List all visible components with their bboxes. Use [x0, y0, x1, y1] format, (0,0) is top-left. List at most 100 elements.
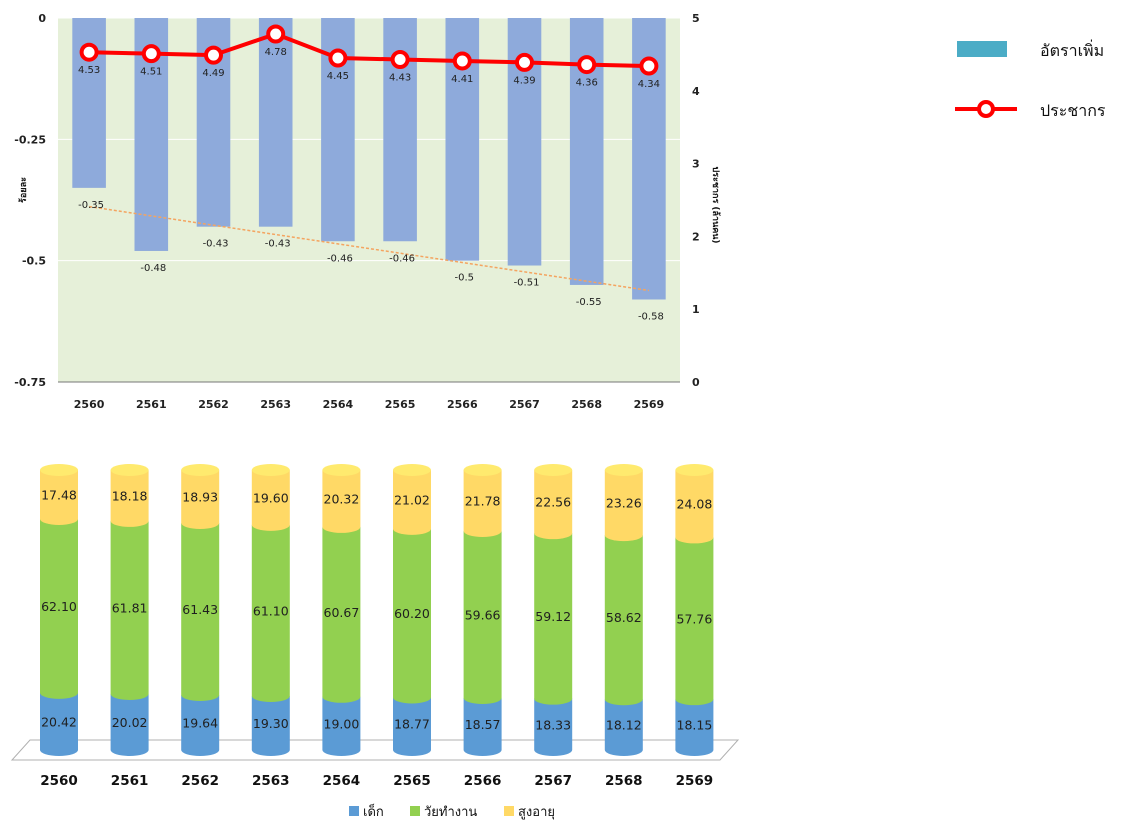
- segment-value-label: 18.57: [465, 717, 501, 732]
- x-tick-label: 2566: [447, 398, 478, 411]
- legend-label-elderly: สูงอายุ: [518, 805, 555, 820]
- cylinder-segment: [251, 470, 290, 531]
- year-label: 2568: [605, 773, 643, 789]
- cylinder-segment: [322, 526, 361, 703]
- cylinder-segment: [181, 695, 220, 756]
- population-markers: [79, 24, 659, 76]
- population-marker: [390, 49, 410, 69]
- x-tick-label: 2569: [634, 398, 665, 411]
- y-left-tick-label: -0.75: [14, 376, 46, 389]
- year-label: 2569: [676, 773, 714, 789]
- population-value-label: 4.45: [327, 71, 349, 82]
- y-right-tick-label: 0: [692, 376, 700, 389]
- top-legend: อัตราเพิ่ม ประชากร: [955, 39, 1106, 120]
- legend-label-working: วัยทำงาน: [424, 805, 477, 820]
- segment-value-label: 60.20: [394, 606, 430, 621]
- x-tick-label: 2561: [136, 398, 167, 411]
- cylinder-segment: [675, 699, 714, 756]
- y-axis-left-title: ร้อยละ: [18, 177, 29, 203]
- legend-label-population: ประชากร: [1040, 101, 1106, 120]
- segment-value-label: 59.66: [465, 607, 501, 622]
- cylinder-segment: [463, 530, 502, 705]
- population-value-label: 4.53: [78, 65, 100, 76]
- cylinder-cap: [604, 464, 643, 476]
- cylinder-segment: [181, 470, 220, 530]
- population-marker: [515, 52, 534, 72]
- cylinder-segment: [110, 520, 149, 700]
- legend-swatch-child: [349, 806, 359, 816]
- segment-value-label: 24.08: [677, 497, 713, 512]
- population-rate-chart: 4.53 4.51 4.49 4.78 4.45 4.43 4.41 4.39 4.36 4.34…: [14, 12, 1106, 411]
- population-marker: [204, 45, 223, 65]
- cylinder-segment: [251, 695, 290, 756]
- segment-value-label: 17.48: [41, 487, 77, 502]
- population-marker: [266, 24, 286, 44]
- x-tick-label: 2564: [323, 398, 354, 411]
- year-label: 2565: [393, 773, 431, 789]
- x-tick-label: 2565: [385, 398, 416, 411]
- x-axis-years: 2560 2561 2562 2563 2564 2565 2566 2567 2568 2569: [40, 773, 713, 789]
- bottom-legend: เด็ก วัยทำงาน สูงอายุ: [349, 802, 555, 820]
- population-marker: [577, 55, 597, 75]
- cylinder-segment: [40, 470, 78, 525]
- segment-value-label: 18.33: [535, 717, 571, 732]
- year-label: 2562: [181, 773, 219, 789]
- legend-label-rate: อัตราเพิ่ม: [1040, 39, 1104, 60]
- population-value-label: 4.51: [140, 67, 162, 78]
- segment-value-label: 18.12: [606, 718, 642, 733]
- segment-value-label: 58.62: [606, 610, 642, 625]
- legend-swatch-rate: [957, 41, 1007, 57]
- rate-bar: [258, 18, 293, 227]
- segment-value-label: 23.26: [606, 496, 642, 511]
- cylinder-segment: [251, 524, 290, 702]
- y-left-tick-label: -0.5: [22, 255, 46, 268]
- cylinder-segment: [393, 528, 431, 704]
- cylinder-segment: [675, 537, 714, 706]
- cylinder-segment: [463, 470, 502, 537]
- cylinder-segment: [534, 698, 573, 756]
- x-tick-label: 2563: [260, 398, 291, 411]
- cylinder-segment: [393, 697, 431, 756]
- axes: 0 -0.25 -0.5 -0.75 5 4 3 2 1 0 2560 2561 2562 2563 256…: [14, 12, 700, 411]
- legend-marker-population: [977, 100, 995, 118]
- cylinder-segment: [322, 696, 361, 756]
- segment-value-label: 18.18: [112, 488, 148, 503]
- rate-value-label: -0.46: [389, 253, 415, 264]
- legend-swatch-elderly: [504, 806, 514, 816]
- year-label: 2564: [323, 773, 361, 789]
- rate-value-label: -0.58: [638, 311, 664, 322]
- cylinder-cap: [322, 464, 361, 476]
- segment-value-label: 57.76: [677, 611, 713, 626]
- cylinder-segment: [604, 535, 643, 706]
- segment-value-label: 20.42: [41, 714, 77, 729]
- segment-value-label: 19.00: [324, 716, 360, 731]
- cylinder-cap: [251, 464, 290, 476]
- segment-value-label: 22.56: [535, 495, 571, 510]
- segment-value-label: 21.78: [465, 493, 501, 508]
- y-left-tick-label: 0: [38, 12, 46, 25]
- x-tick-label: 2560: [74, 398, 105, 411]
- cylinder-segment: [110, 693, 149, 756]
- segment-value-label: 19.60: [253, 490, 289, 505]
- year-label: 2563: [252, 773, 290, 789]
- segment-value-label: 18.93: [182, 490, 218, 505]
- cylinder-cap: [534, 464, 573, 476]
- segment-value-label: 19.30: [253, 716, 289, 731]
- cylinder-cap: [110, 464, 149, 476]
- segment-value-label: 61.10: [253, 603, 289, 618]
- population-value-label: 4.43: [389, 72, 411, 83]
- rate-value-label: -0.51: [514, 278, 540, 289]
- y-right-tick-label: 3: [692, 158, 700, 171]
- segment-value-label: 61.81: [112, 600, 148, 615]
- rate-value-label: -0.5: [455, 273, 475, 284]
- cylinder-cap: [40, 464, 78, 476]
- population-value-label: 4.41: [451, 74, 473, 85]
- y-axis-right-title: ประชากร (ล้านคน): [710, 166, 721, 243]
- segment-value-label: 18.77: [394, 717, 430, 732]
- x-tick-label: 2562: [198, 398, 229, 411]
- legend-label-child: เด็ก: [363, 802, 384, 820]
- rate-value-label: -0.55: [576, 297, 602, 308]
- cylinder-segment: [393, 470, 431, 535]
- x-tick-label: 2567: [509, 398, 540, 411]
